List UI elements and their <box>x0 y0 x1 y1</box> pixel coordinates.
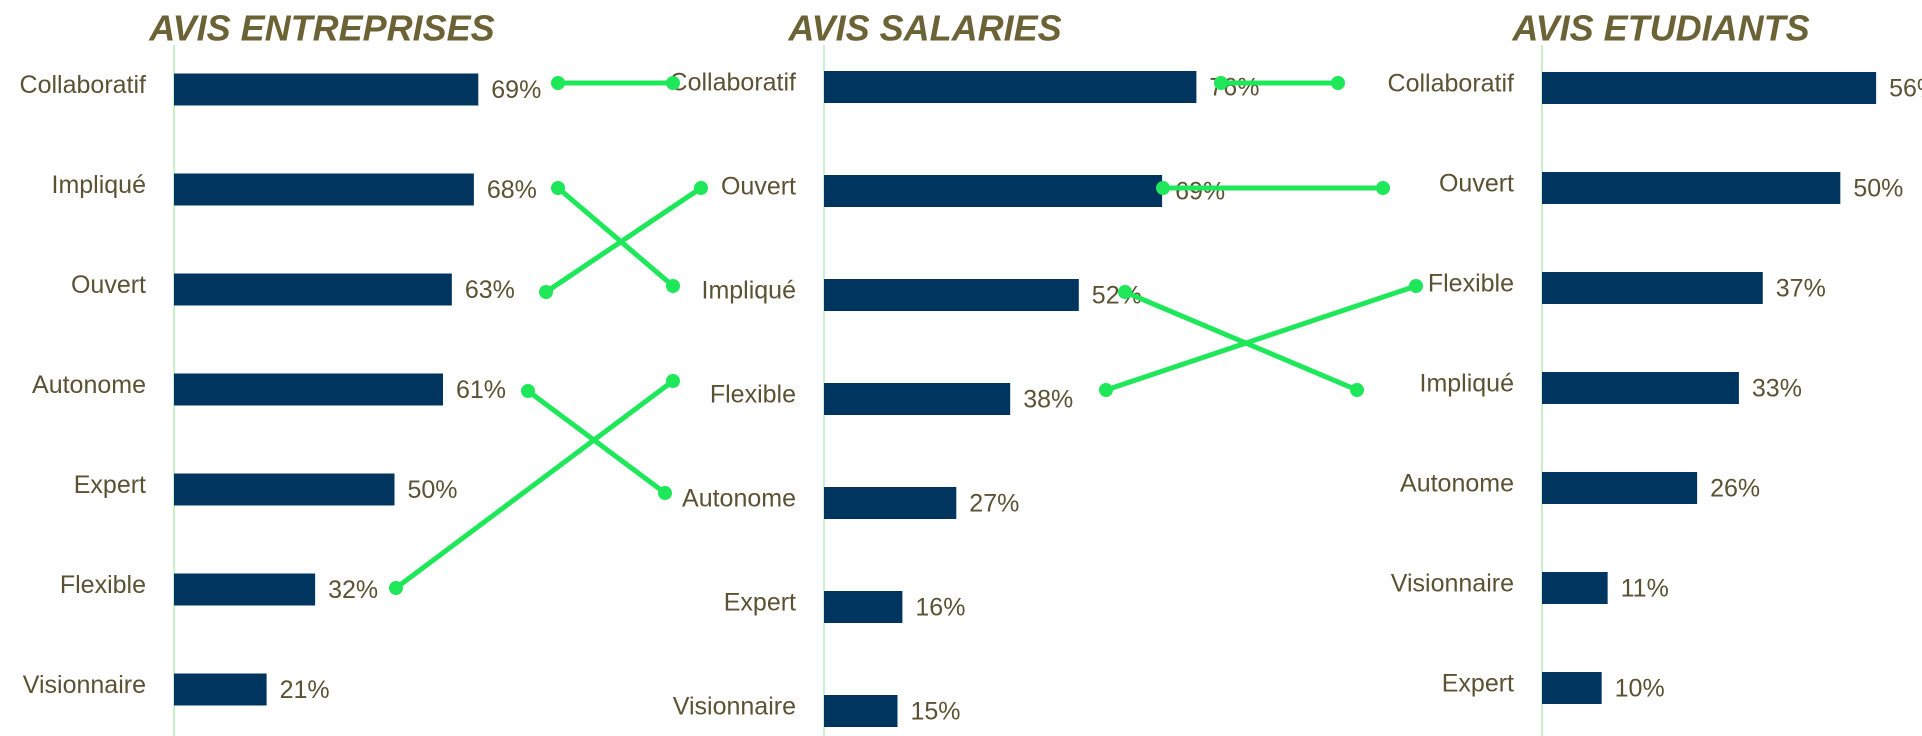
dot <box>1331 76 1345 90</box>
category-label: Expert <box>1442 670 1514 698</box>
category-label: Impliqué <box>52 171 147 199</box>
dot <box>1156 181 1170 195</box>
category-label: Visionnaire <box>673 693 796 721</box>
rank-connectors <box>389 76 1423 595</box>
bar <box>1542 72 1877 104</box>
category-label: Autonome <box>32 371 146 399</box>
dot <box>658 486 672 500</box>
value-label: 37% <box>1776 275 1826 303</box>
dot <box>521 384 535 398</box>
bar <box>824 487 957 519</box>
dot <box>1099 383 1113 397</box>
value-label: 32% <box>328 576 378 604</box>
value-label: 50% <box>1853 175 1903 203</box>
dot <box>1118 285 1132 299</box>
connector <box>544 185 703 295</box>
dot <box>1376 181 1390 195</box>
dot <box>551 181 565 195</box>
bar <box>174 573 316 606</box>
category-label: Expert <box>74 471 146 499</box>
value-label: 50% <box>408 476 458 504</box>
value-label: 15% <box>911 698 961 726</box>
category-label: Impliqué <box>702 277 797 305</box>
connector <box>394 378 675 591</box>
bar <box>824 175 1163 207</box>
bar <box>174 373 444 406</box>
category-label: Collaboratif <box>1388 70 1515 98</box>
dot <box>551 76 565 90</box>
category-label: Visionnaire <box>23 671 146 699</box>
bar <box>1542 672 1602 704</box>
value-label: 69% <box>491 76 541 104</box>
value-label: 61% <box>456 376 506 404</box>
bar <box>1542 372 1739 404</box>
value-label: 27% <box>969 490 1019 518</box>
category-label: Ouvert <box>721 173 796 201</box>
bar <box>824 591 903 623</box>
dot <box>666 76 680 90</box>
value-label: 21% <box>280 676 330 704</box>
connector <box>526 388 667 496</box>
connector <box>556 186 675 288</box>
bar <box>174 173 474 206</box>
bar <box>824 695 898 727</box>
dot <box>694 181 708 195</box>
category-label: Autonome <box>1400 470 1514 498</box>
bar <box>1542 172 1841 204</box>
dot <box>389 581 403 595</box>
value-label: 68% <box>487 176 537 204</box>
bar-chart: AVIS ETUDIANTS Collaboratif 56% Ouvert 50% Fl… <box>1388 8 1922 736</box>
bar <box>174 273 452 306</box>
value-label: 38% <box>1023 386 1073 414</box>
value-label: 63% <box>465 276 515 304</box>
category-label: Impliqué <box>1420 370 1515 398</box>
category-label: Ouvert <box>1439 170 1514 198</box>
category-label: Flexible <box>60 571 146 599</box>
chart-title: AVIS ENTREPRISES <box>148 8 494 49</box>
category-label: Collaboratif <box>20 71 147 99</box>
category-label: Collaboratif <box>670 69 797 97</box>
value-label: 11% <box>1621 575 1669 603</box>
bar <box>1542 272 1763 304</box>
bar <box>824 279 1079 311</box>
category-label: Flexible <box>710 381 796 409</box>
category-label: Ouvert <box>71 271 146 299</box>
dot <box>1214 76 1228 90</box>
bar <box>1542 472 1698 504</box>
value-label: 33% <box>1752 375 1802 403</box>
connector-dots <box>389 76 1423 595</box>
dot <box>666 279 680 293</box>
value-label: 10% <box>1615 675 1665 703</box>
bar <box>1542 572 1608 604</box>
bar <box>174 673 267 706</box>
value-label: 69% <box>1175 178 1225 206</box>
value-label: 26% <box>1710 475 1760 503</box>
chart-title: AVIS ETUDIANTS <box>1511 8 1809 49</box>
dot <box>539 285 553 299</box>
value-label: 16% <box>915 594 965 622</box>
chart-title: AVIS SALARIES <box>787 8 1061 49</box>
connector <box>1124 289 1358 393</box>
bar <box>174 473 395 506</box>
category-label: Visionnaire <box>1391 570 1514 598</box>
bar <box>174 73 479 106</box>
dot <box>666 374 680 388</box>
category-label: Flexible <box>1428 270 1514 298</box>
category-label: Autonome <box>682 485 796 513</box>
category-label: Expert <box>724 589 796 617</box>
value-label: 56% <box>1889 75 1922 103</box>
bar <box>824 383 1011 415</box>
bar <box>824 71 1197 103</box>
dot <box>1409 279 1423 293</box>
connector <box>1105 283 1417 393</box>
dot <box>1350 383 1364 397</box>
